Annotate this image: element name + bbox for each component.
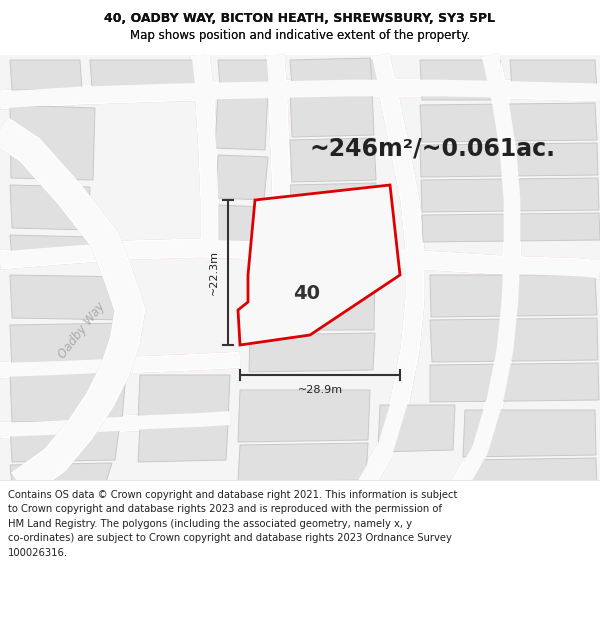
- Polygon shape: [430, 318, 598, 362]
- Polygon shape: [378, 405, 455, 452]
- Polygon shape: [290, 88, 374, 137]
- Polygon shape: [138, 375, 230, 422]
- Polygon shape: [10, 105, 95, 180]
- Polygon shape: [138, 423, 228, 462]
- Polygon shape: [10, 185, 90, 230]
- Polygon shape: [10, 323, 128, 372]
- Polygon shape: [90, 60, 197, 88]
- Polygon shape: [290, 58, 372, 87]
- Text: 40: 40: [293, 284, 320, 303]
- Polygon shape: [238, 443, 368, 482]
- Text: Map shows position and indicative extent of the property.: Map shows position and indicative extent…: [130, 29, 470, 42]
- Text: ~22.3m: ~22.3m: [209, 250, 219, 295]
- Polygon shape: [10, 423, 120, 462]
- Polygon shape: [421, 178, 599, 212]
- Bar: [0, 0, 600, 50]
- Polygon shape: [10, 373, 126, 422]
- Polygon shape: [305, 60, 387, 85]
- Text: Contains OS data © Crown copyright and database right 2021. This information is : Contains OS data © Crown copyright and d…: [8, 490, 457, 558]
- Polygon shape: [420, 143, 598, 177]
- Polygon shape: [510, 60, 597, 90]
- Polygon shape: [290, 138, 376, 182]
- Polygon shape: [10, 60, 82, 90]
- Polygon shape: [216, 155, 268, 200]
- Text: Map shows position and indicative extent of the property.: Map shows position and indicative extent…: [130, 29, 470, 41]
- Polygon shape: [420, 60, 502, 100]
- Polygon shape: [238, 390, 370, 442]
- Text: Oadby Way: Oadby Way: [56, 299, 108, 361]
- Polygon shape: [218, 60, 272, 85]
- Polygon shape: [420, 103, 597, 142]
- Text: ~246m²/~0.061ac.: ~246m²/~0.061ac.: [310, 136, 556, 160]
- Polygon shape: [463, 458, 597, 485]
- Polygon shape: [238, 185, 400, 345]
- Polygon shape: [249, 333, 375, 372]
- Polygon shape: [10, 275, 130, 320]
- Polygon shape: [217, 205, 265, 245]
- Polygon shape: [215, 90, 268, 150]
- Polygon shape: [10, 235, 90, 260]
- Bar: [0, 480, 600, 625]
- Polygon shape: [430, 363, 599, 402]
- Polygon shape: [422, 213, 600, 242]
- Polygon shape: [290, 183, 377, 222]
- Text: ~28.9m: ~28.9m: [298, 385, 343, 395]
- Bar: [0, 55, 600, 485]
- Text: 40, OADBY WAY, BICTON HEATH, SHREWSBURY, SY3 5PL: 40, OADBY WAY, BICTON HEATH, SHREWSBURY,…: [104, 11, 496, 24]
- Polygon shape: [463, 410, 596, 457]
- Polygon shape: [10, 463, 112, 485]
- Polygon shape: [430, 275, 597, 317]
- Polygon shape: [290, 223, 378, 247]
- Polygon shape: [250, 275, 375, 330]
- Text: 40, OADBY WAY, BICTON HEATH, SHREWSBURY, SY3 5PL: 40, OADBY WAY, BICTON HEATH, SHREWSBURY,…: [104, 11, 496, 24]
